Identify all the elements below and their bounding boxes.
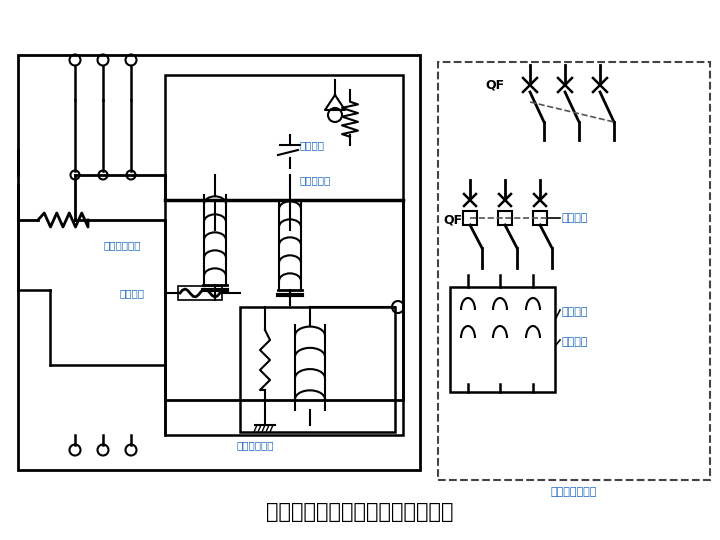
Bar [498,211,512,225]
Bar [165,75,403,435]
Text: 远控恢复: 远控恢复 [300,140,325,150]
Bar [533,211,547,225]
Text: 分励脱扣器: 分励脱扣器 [300,175,331,185]
Text: 过电流脱扣器: 过电流脱扣器 [103,240,140,250]
Text: QF: QF [485,78,504,91]
Text: 失电压脱扣器: 失电压脱扣器 [236,440,274,450]
Bar [240,307,395,432]
Text: 热脱扣器: 热脱扣器 [120,288,145,298]
Text: 断路器图形符号: 断路器图形符号 [551,487,597,497]
Bar [463,211,477,225]
Bar [178,286,222,300]
Bar [438,62,710,480]
Text: 过流保护: 过流保护 [562,337,588,347]
Bar [18,55,420,470]
Bar [450,287,555,392]
Text: 失压保护: 失压保护 [562,213,588,223]
Text: QF: QF [443,213,462,226]
Text: 断路器工作原理示意图及图形符号: 断路器工作原理示意图及图形符号 [266,502,454,522]
Text: 过流保护: 过流保护 [562,307,588,317]
